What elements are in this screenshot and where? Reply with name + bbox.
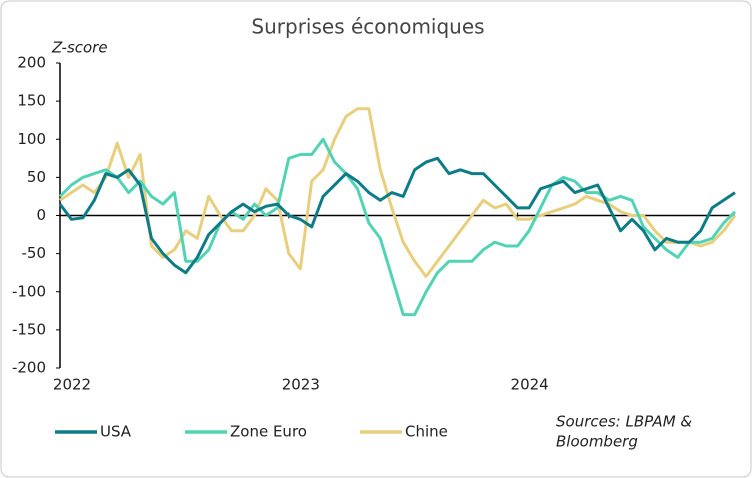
- y-tick-label: -150: [12, 320, 46, 338]
- chart-title: Surprises économiques: [251, 15, 484, 39]
- y-tick-label: 200: [17, 54, 46, 72]
- sources: Sources: LBPAM &: [556, 413, 692, 431]
- series-line: [58, 156, 736, 275]
- y-tick-label: 50: [27, 168, 46, 186]
- x-tick-label: 2022: [53, 376, 91, 394]
- y-tick-label: 0: [36, 206, 46, 224]
- series-line: [58, 137, 737, 317]
- y-tick-label: -50: [22, 244, 47, 262]
- x-tick-label: 2024: [511, 376, 549, 394]
- y-tick-label: 100: [17, 130, 46, 148]
- y-axis-label: Z-score: [51, 39, 108, 57]
- x-tick-label: 2023: [282, 376, 320, 394]
- y-tick-label: -100: [12, 282, 46, 300]
- sources: Bloomberg: [556, 433, 638, 451]
- series-line: [59, 107, 737, 278]
- y-tick-label: -200: [12, 359, 46, 377]
- legend-label: Zone Euro: [230, 423, 307, 441]
- legend-label: Chine: [405, 423, 448, 441]
- legend-label: USA: [100, 423, 132, 441]
- y-tick-label: 150: [17, 92, 46, 110]
